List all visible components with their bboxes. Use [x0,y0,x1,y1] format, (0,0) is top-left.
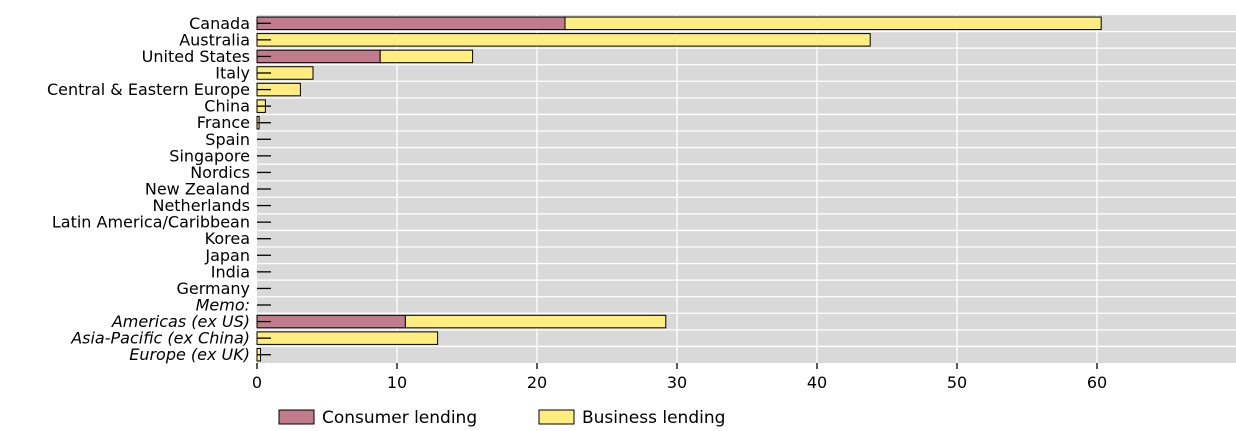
category-label: Americas (ex US) [111,312,250,331]
category-label: France [197,113,250,132]
category-label: Europe (ex UK) [129,345,250,364]
category-label: Asia-Pacific (ex China) [70,329,250,348]
category-label: Central & Eastern Europe [47,80,250,99]
legend: Consumer lending Business lending [278,408,725,428]
category-label: Japan [204,246,250,265]
x-axis: 0 10 20 30 40 50 60 [252,363,1107,392]
category-label: Latin America/Caribbean [52,213,250,232]
category-label: United States [142,47,250,66]
category-label: Singapore [169,146,250,165]
category-label: Canada [189,14,250,33]
plot-background [257,15,1236,363]
x-tick-label: 20 [527,373,547,392]
category-label: Australia [179,30,250,49]
legend-swatch-consumer-lending [278,409,315,425]
category-label: Netherlands [152,196,250,215]
x-tick-label: 0 [252,373,262,392]
category-ticks [257,22,271,356]
category-label: Spain [205,130,250,149]
bars [256,16,1102,362]
bar-business-lending [379,49,474,64]
x-gridlines [396,15,1098,363]
category-label: Nordics [190,163,250,182]
category-label: New Zealand [145,180,250,199]
x-tick-label: 30 [667,373,687,392]
bar-consumer-lending [256,314,406,329]
legend-label-consumer-lending: Consumer lending [322,408,477,428]
category-label: Italy [215,64,250,83]
category-label: India [211,262,250,281]
category-label: Germany [176,279,250,298]
bar-business-lending [256,331,439,345]
bar-consumer-lending [256,16,566,31]
category-label: Korea [205,229,250,248]
bar-consumer-lending [256,49,381,64]
x-tick-label: 10 [387,373,407,392]
bar-business-lending [256,33,871,47]
x-tick-label: 60 [1087,373,1107,392]
x-tick-label: 50 [947,373,967,392]
category-label: Memo: [196,296,250,315]
y-gridlines [257,30,1236,348]
x-tick-label: 40 [807,373,827,392]
category-label: China [204,97,250,116]
legend-swatch-business-lending [538,409,575,425]
bar-business-lending [564,16,1102,31]
legend-label-business-lending: Business lending [582,408,725,428]
bar-business-lending [404,314,667,329]
